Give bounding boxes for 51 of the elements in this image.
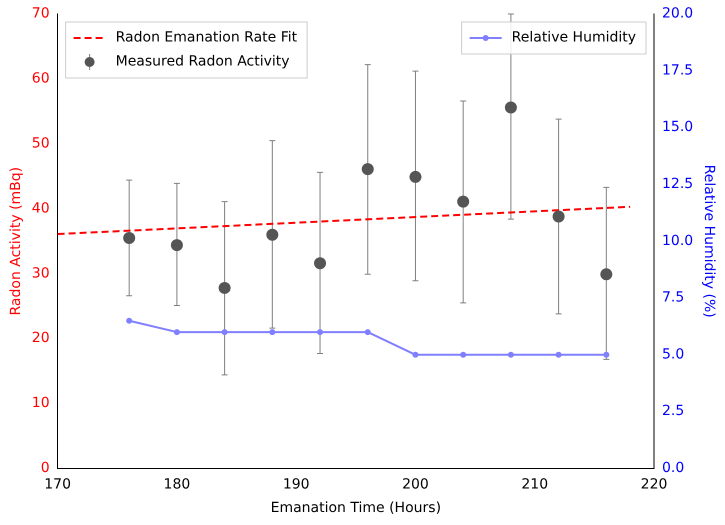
y-tick-label: 60 bbox=[32, 70, 50, 87]
y-tick-label: 70 bbox=[32, 6, 50, 22]
point bbox=[126, 318, 132, 324]
x-tick-label: 190 bbox=[282, 476, 310, 492]
y-tick-label: 50 bbox=[32, 135, 50, 152]
y2-tick-label: 7.5 bbox=[662, 290, 684, 306]
x-axis-title: Emanation Time (Hours) bbox=[270, 500, 442, 516]
y2-tick-label: 17.5 bbox=[662, 62, 694, 78]
point bbox=[362, 163, 374, 176]
y-axis-title: Radon Activity (mBq) bbox=[8, 166, 24, 316]
y-tick-label: 40 bbox=[32, 200, 50, 216]
y2-tick-label: 15.0 bbox=[662, 119, 694, 136]
point bbox=[364, 329, 371, 336]
y2-tick-label: 20.0 bbox=[662, 6, 694, 22]
y-tick-label: 30 bbox=[32, 265, 50, 282]
x-tick-label: 200 bbox=[402, 476, 429, 492]
y2-tick-label: 10.0 bbox=[662, 232, 694, 249]
point bbox=[317, 329, 324, 336]
point bbox=[269, 329, 276, 336]
y-tick-label: 0 bbox=[40, 460, 50, 476]
point bbox=[222, 329, 228, 336]
x-tick-label: 220 bbox=[640, 476, 668, 492]
point bbox=[174, 329, 180, 336]
point bbox=[409, 170, 422, 183]
legend-label: Measured Radon Activity bbox=[116, 54, 290, 70]
legend-label: Relative Humidity bbox=[512, 30, 636, 46]
point bbox=[457, 196, 470, 208]
y2-tick-label: 0.0 bbox=[662, 460, 684, 476]
point bbox=[460, 352, 466, 358]
point bbox=[218, 282, 231, 294]
point bbox=[266, 228, 278, 241]
y2-tick-label: 2.5 bbox=[662, 403, 684, 420]
point bbox=[412, 352, 418, 358]
point bbox=[504, 101, 517, 114]
x-tick-label: 180 bbox=[164, 476, 190, 492]
point bbox=[603, 352, 610, 358]
point bbox=[314, 257, 326, 270]
y-tick-label: 10 bbox=[32, 395, 50, 412]
y-tick-label: 20 bbox=[32, 330, 50, 346]
point bbox=[552, 210, 565, 223]
y2-tick-label: 5.0 bbox=[662, 346, 684, 362]
point bbox=[170, 239, 183, 252]
legend-label: Radon Emanation Rate Fit bbox=[116, 30, 298, 46]
x-tick-label: 170 bbox=[44, 476, 71, 492]
point bbox=[600, 268, 612, 280]
y2-axis-title: Relative Humidity (%) bbox=[700, 164, 717, 318]
point bbox=[556, 352, 562, 358]
point bbox=[508, 352, 514, 358]
y2-tick-label: 12.5 bbox=[662, 176, 694, 192]
point bbox=[123, 232, 136, 244]
x-tick-label: 210 bbox=[521, 476, 548, 492]
